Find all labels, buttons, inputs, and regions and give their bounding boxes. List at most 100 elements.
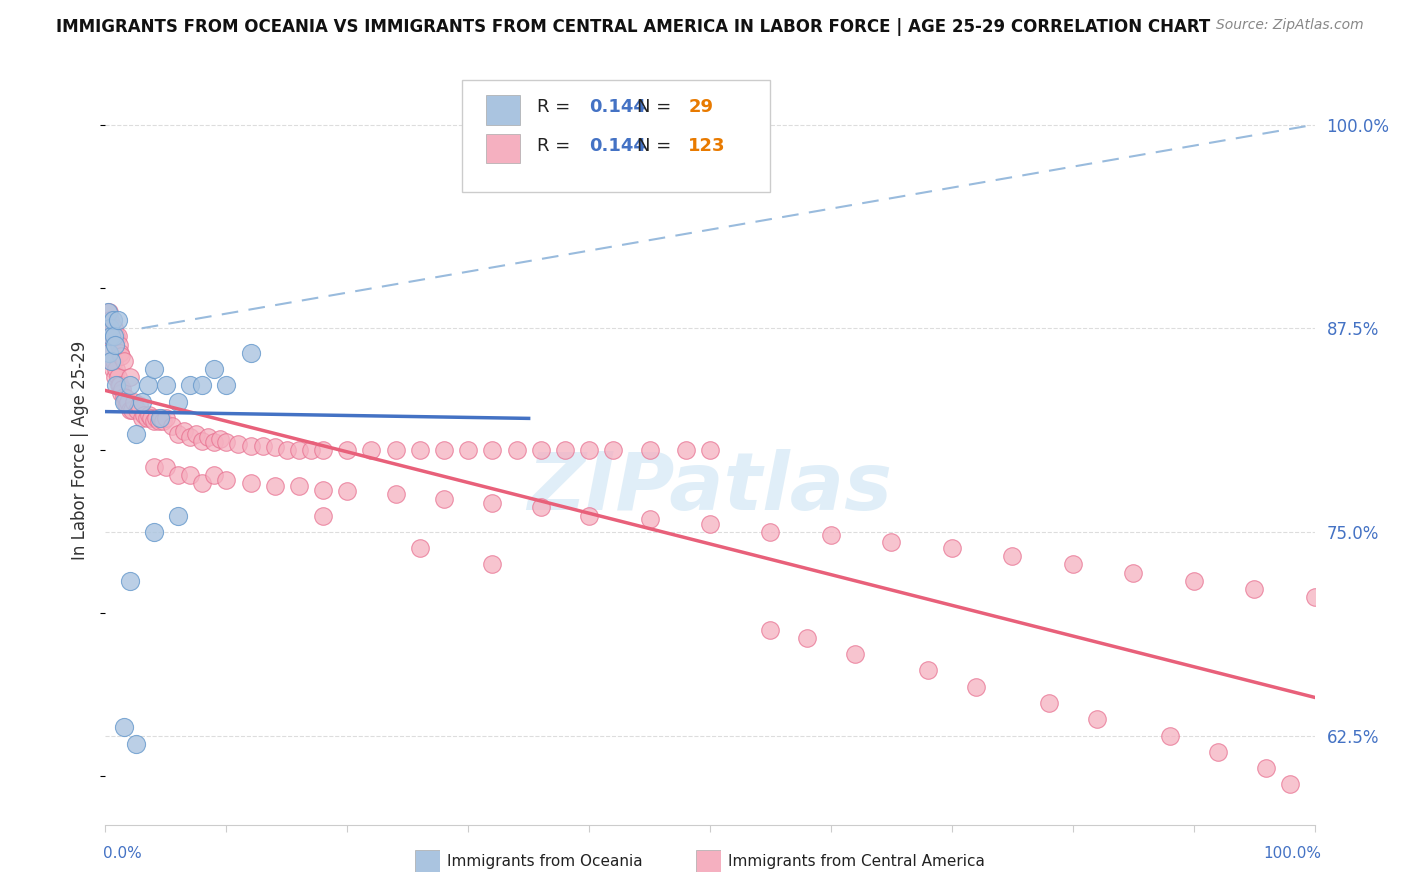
- Point: [141, 410, 163, 425]
- Point: [145, 410, 167, 425]
- Text: N =: N =: [637, 137, 672, 155]
- Point: [1279, 777, 1302, 791]
- Point: [530, 500, 553, 515]
- Point: [505, 443, 527, 458]
- Text: Immigrants from Central America: Immigrants from Central America: [728, 855, 986, 869]
- Point: [155, 410, 177, 425]
- Point: [148, 414, 170, 428]
- Text: 123: 123: [689, 137, 725, 155]
- Point: [118, 370, 141, 384]
- Point: [152, 414, 174, 428]
- Point: [638, 443, 661, 458]
- Point: [98, 321, 121, 335]
- Text: Source: ZipAtlas.com: Source: ZipAtlas.com: [1216, 18, 1364, 32]
- Point: [1062, 558, 1084, 572]
- Point: [215, 473, 238, 487]
- Point: [602, 443, 624, 458]
- Point: [108, 345, 131, 359]
- Point: [108, 378, 131, 392]
- Point: [1256, 761, 1278, 775]
- Point: [118, 402, 141, 417]
- Text: R =: R =: [537, 137, 571, 155]
- Bar: [486, 95, 520, 125]
- Point: [202, 435, 225, 450]
- Point: [1001, 549, 1024, 564]
- Point: [433, 443, 456, 458]
- Point: [124, 737, 148, 751]
- Point: [336, 443, 359, 458]
- Point: [142, 524, 165, 539]
- Point: [117, 394, 139, 409]
- Point: [136, 378, 159, 392]
- Point: [98, 345, 121, 359]
- Point: [239, 439, 262, 453]
- Point: [481, 495, 503, 509]
- Point: [699, 516, 721, 531]
- Point: [167, 467, 190, 482]
- Point: [115, 398, 138, 412]
- Point: [128, 398, 150, 412]
- Point: [638, 512, 661, 526]
- FancyBboxPatch shape: [463, 79, 770, 192]
- Point: [288, 443, 311, 458]
- Point: [880, 534, 903, 549]
- Point: [263, 440, 285, 454]
- Point: [239, 476, 262, 491]
- Point: [173, 424, 195, 438]
- Point: [118, 574, 141, 588]
- Point: [179, 467, 201, 482]
- Text: 0.0%: 0.0%: [103, 847, 142, 861]
- Point: [105, 378, 128, 392]
- Point: [104, 370, 127, 384]
- Point: [114, 394, 136, 409]
- Point: [965, 680, 987, 694]
- Point: [103, 354, 125, 368]
- Point: [115, 392, 138, 406]
- Point: [1038, 696, 1060, 710]
- Point: [481, 443, 503, 458]
- Point: [917, 664, 939, 678]
- Point: [239, 345, 262, 359]
- Point: [215, 378, 238, 392]
- Point: [179, 430, 201, 444]
- Bar: [486, 134, 520, 163]
- Text: ZIPatlas: ZIPatlas: [527, 449, 893, 527]
- Point: [820, 528, 842, 542]
- Point: [125, 402, 148, 417]
- Point: [150, 410, 173, 425]
- Point: [131, 394, 153, 409]
- Point: [167, 394, 190, 409]
- Point: [104, 337, 127, 351]
- Point: [167, 508, 190, 523]
- Point: [103, 329, 125, 343]
- Point: [312, 508, 335, 523]
- Y-axis label: In Labor Force | Age 25-29: In Labor Force | Age 25-29: [72, 341, 90, 560]
- Point: [796, 631, 818, 645]
- Point: [1243, 582, 1265, 596]
- Point: [142, 414, 165, 428]
- Point: [142, 362, 165, 376]
- Point: [138, 408, 160, 422]
- Point: [1182, 574, 1205, 588]
- Point: [384, 487, 406, 501]
- Point: [186, 427, 208, 442]
- Point: [202, 362, 225, 376]
- Text: R =: R =: [537, 98, 571, 116]
- Point: [124, 394, 146, 409]
- Point: [100, 354, 122, 368]
- Point: [131, 410, 153, 425]
- Text: 100.0%: 100.0%: [1264, 847, 1322, 861]
- Point: [160, 419, 183, 434]
- Point: [197, 430, 219, 444]
- Point: [100, 354, 122, 368]
- Point: [191, 378, 214, 392]
- Point: [1206, 745, 1229, 759]
- Point: [98, 321, 121, 335]
- Point: [105, 329, 128, 343]
- Point: [112, 354, 135, 368]
- Point: [299, 443, 322, 458]
- Point: [112, 390, 135, 404]
- Point: [155, 459, 177, 474]
- Point: [759, 524, 782, 539]
- Point: [530, 443, 553, 458]
